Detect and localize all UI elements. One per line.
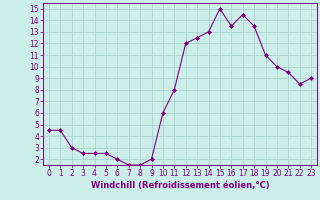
X-axis label: Windchill (Refroidissement éolien,°C): Windchill (Refroidissement éolien,°C) <box>91 181 269 190</box>
